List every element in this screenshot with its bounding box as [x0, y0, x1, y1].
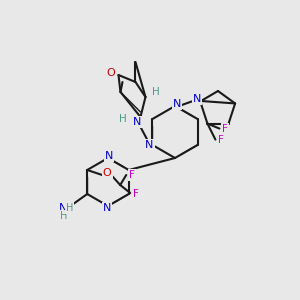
Text: F: F	[223, 124, 228, 134]
Text: F: F	[133, 189, 139, 199]
Text: N: N	[145, 140, 154, 150]
Text: N: N	[133, 117, 142, 127]
Text: N: N	[59, 203, 68, 213]
Text: F: F	[129, 170, 135, 180]
Text: O: O	[106, 68, 115, 78]
Text: N: N	[173, 99, 181, 109]
Text: H: H	[65, 203, 73, 213]
Text: N: N	[193, 94, 201, 104]
Text: F: F	[218, 135, 224, 145]
Text: N: N	[105, 151, 113, 161]
Text: N: N	[103, 203, 111, 213]
Text: H: H	[59, 211, 67, 221]
Text: H: H	[118, 114, 126, 124]
Text: H: H	[152, 87, 159, 97]
Text: O: O	[103, 168, 112, 178]
